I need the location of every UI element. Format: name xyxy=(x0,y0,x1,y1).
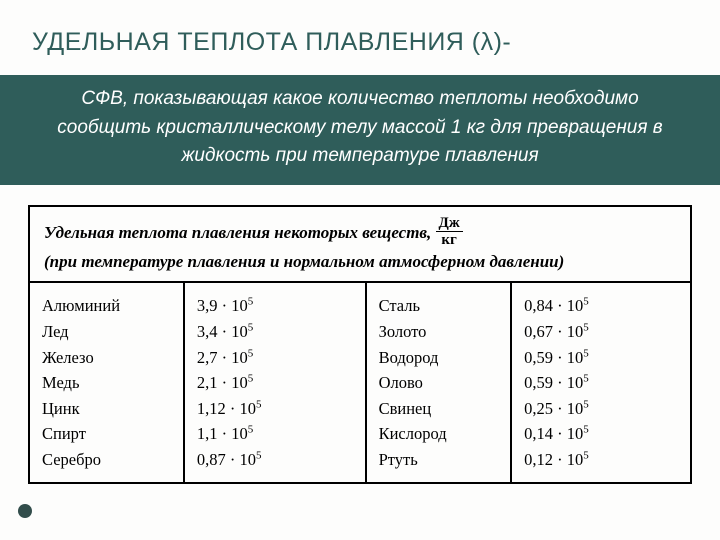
left-block: АлюминийЛедЖелезоМедьЦинкСпиртСеребро 3,… xyxy=(30,283,367,482)
substance-name: Олово xyxy=(379,370,499,396)
substance-value: 2,1 · 105 xyxy=(197,370,353,396)
data-table: Удельная теплота плавления некоторых вещ… xyxy=(28,205,692,485)
substance-value: 0,25 · 105 xyxy=(524,396,678,422)
substance-value: 0,14 · 105 xyxy=(524,421,678,447)
substance-value: 3,9 · 105 xyxy=(197,293,353,319)
substance-name: Золото xyxy=(379,319,499,345)
substance-name: Водород xyxy=(379,345,499,371)
caption-line-2: (при температуре плавления и нормальном … xyxy=(44,252,564,271)
caption-line-1: Удельная теплота плавления некоторых вещ… xyxy=(44,222,431,241)
substance-name: Ртуть xyxy=(379,447,499,473)
table-caption: Удельная теплота плавления некоторых вещ… xyxy=(30,207,690,282)
substance-value: 0,59 · 105 xyxy=(524,370,678,396)
substance-value: 0,67 · 105 xyxy=(524,319,678,345)
substance-name: Кислород xyxy=(379,421,499,447)
bullet-indicator-icon xyxy=(18,504,32,518)
substance-value: 3,4 · 105 xyxy=(197,319,353,345)
right-values: 0,84 · 1050,67 · 1050,59 · 1050,59 · 105… xyxy=(512,283,690,482)
substance-value: 0,59 · 105 xyxy=(524,345,678,371)
substance-name: Алюминий xyxy=(42,293,171,319)
substance-name: Сталь xyxy=(379,293,499,319)
substance-name: Спирт xyxy=(42,421,171,447)
substance-value: 2,7 · 105 xyxy=(197,345,353,371)
substance-value: 0,12 · 105 xyxy=(524,447,678,473)
unit-denominator: кг xyxy=(436,232,463,249)
unit-fraction: Дж кг xyxy=(436,215,463,249)
right-block: СтальЗолотоВодородОловоСвинецКислородРту… xyxy=(367,283,690,482)
substance-value: 1,12 · 105 xyxy=(197,396,353,422)
substance-value: 0,84 · 105 xyxy=(524,293,678,319)
substance-value: 1,1 · 105 xyxy=(197,421,353,447)
left-names: АлюминийЛедЖелезоМедьЦинкСпиртСеребро xyxy=(30,283,185,482)
substance-name: Медь xyxy=(42,370,171,396)
substance-name: Лед xyxy=(42,319,171,345)
definition-band: СФВ, показывающая какое количество тепло… xyxy=(0,75,720,185)
unit-numerator: Дж xyxy=(436,215,463,233)
substance-name: Серебро xyxy=(42,447,171,473)
substance-name: Железо xyxy=(42,345,171,371)
left-values: 3,9 · 1053,4 · 1052,7 · 1052,1 · 1051,12… xyxy=(185,283,367,482)
page-title: УДЕЛЬНАЯ ТЕПЛОТА ПЛАВЛЕНИЯ (λ)- xyxy=(0,0,720,75)
right-names: СтальЗолотоВодородОловоСвинецКислородРту… xyxy=(367,283,513,482)
substance-name: Свинец xyxy=(379,396,499,422)
substance-value: 0,87 · 105 xyxy=(197,447,353,473)
substance-name: Цинк xyxy=(42,396,171,422)
table-body: АлюминийЛедЖелезоМедьЦинкСпиртСеребро 3,… xyxy=(30,281,690,482)
